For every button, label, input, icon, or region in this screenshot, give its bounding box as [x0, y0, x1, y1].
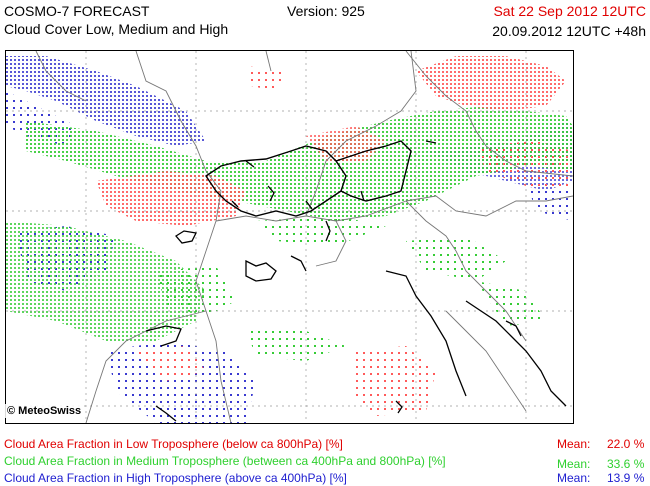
low-cloud-layer	[96, 56, 573, 416]
legend-medium-cloud-label: Cloud Area Fraction in Medium Tropospher…	[4, 454, 446, 468]
mean-medium-cloud: Mean: 33.6 %	[557, 457, 644, 471]
forecast-model-title: COSMO-7 FORECAST	[4, 3, 150, 19]
mean-low-cloud: Mean: 22.0 %	[557, 437, 644, 451]
country-borders	[35, 51, 573, 423]
version-label: Version: 925	[287, 3, 365, 19]
forecast-map	[5, 50, 574, 424]
valid-time-label: Sat 22 Sep 2012 12UTC	[493, 3, 646, 19]
product-title: Cloud Cover Low, Medium and High	[4, 21, 229, 37]
mean-medium-label: Mean:	[557, 457, 591, 471]
legend-low-cloud-label: Cloud Area Fraction in Low Troposphere (…	[4, 437, 343, 451]
copyright-label: © MeteoSwiss	[5, 404, 84, 418]
mean-high-cloud: Mean: 13.9 %	[557, 471, 644, 485]
graticule	[6, 51, 573, 423]
mean-low-value: 22.0 %	[607, 437, 645, 451]
mean-medium-value: 33.6 %	[607, 457, 645, 471]
legend-high-cloud-label: Cloud Area Fraction in High Troposphere …	[4, 471, 347, 485]
mean-high-label: Mean:	[557, 471, 591, 485]
map-canvas	[6, 51, 573, 423]
mean-low-label: Mean:	[557, 437, 591, 451]
init-time-label: 20.09.2012 12UTC +48h	[492, 23, 646, 39]
medium-cloud-layer	[6, 106, 573, 361]
mean-high-value: 13.9 %	[607, 471, 645, 485]
coastlines-lakes	[145, 140, 567, 422]
